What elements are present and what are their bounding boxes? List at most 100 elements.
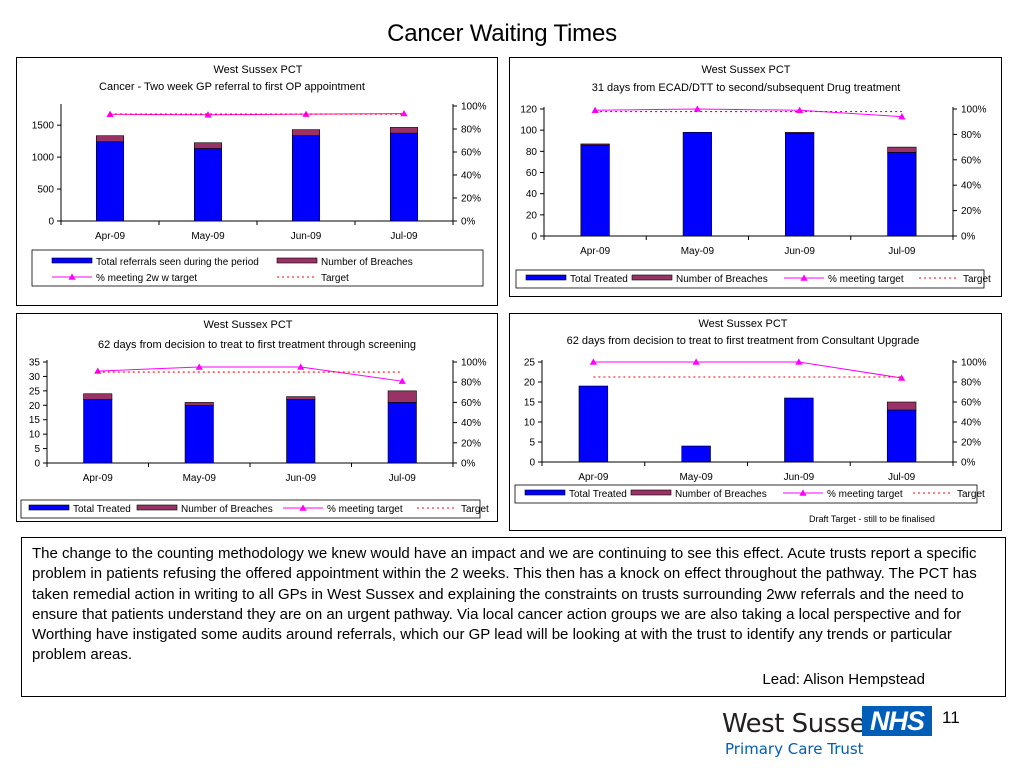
y-tick-label: 0 bbox=[48, 217, 54, 228]
bar-total bbox=[682, 131, 712, 237]
legend-swatch-bar bbox=[136, 504, 178, 511]
org-subtitle: Primary Care Trust bbox=[725, 740, 864, 758]
y2-tick-label: 60% bbox=[461, 398, 481, 409]
percent-marker bbox=[795, 358, 803, 365]
bar-total bbox=[681, 445, 711, 463]
legend-swatch-bar bbox=[525, 274, 567, 281]
percent-marker bbox=[400, 109, 408, 117]
legend-box bbox=[514, 484, 978, 504]
y-tick-label: 80 bbox=[526, 147, 538, 158]
legend-swatch-bar bbox=[51, 257, 93, 264]
chart-svg: West Sussex PCT Cancer - Two week GP refe… bbox=[31, 64, 487, 287]
y-tick-label: 60 bbox=[526, 168, 538, 179]
percent-marker bbox=[692, 358, 700, 365]
y-tick-label: 20 bbox=[526, 210, 538, 221]
x-tick-label: Jun-09 bbox=[285, 473, 316, 484]
bar-breaches bbox=[193, 142, 223, 149]
percent-line bbox=[595, 108, 902, 118]
legend-label: Number of Breaches bbox=[675, 489, 767, 500]
legend-marker bbox=[299, 504, 307, 511]
legend-swatch-bar bbox=[276, 257, 318, 264]
legend-label: Number of Breaches bbox=[676, 274, 768, 285]
legend-marker bbox=[800, 274, 808, 281]
legend-box bbox=[515, 269, 985, 289]
y2-tick-label: 100% bbox=[461, 358, 487, 369]
percent-marker bbox=[195, 363, 203, 370]
y2-tick-label: 40% bbox=[461, 418, 481, 429]
bar-total bbox=[291, 135, 321, 222]
y-tick-label: 10 bbox=[29, 430, 41, 441]
legend-box bbox=[31, 249, 484, 287]
percent-line bbox=[97, 366, 403, 382]
y-tick-label: 25 bbox=[29, 386, 41, 397]
legend-label: % meeting target bbox=[827, 489, 903, 500]
bar-breaches bbox=[785, 131, 815, 134]
percent-line bbox=[593, 361, 902, 379]
chart-subtitle: 31 days from ECAD/DTT to second/subseque… bbox=[592, 82, 901, 94]
x-tick-label: Jun-09 bbox=[291, 231, 322, 242]
x-tick-label: May-09 bbox=[191, 231, 225, 242]
bar-total bbox=[95, 141, 125, 222]
y-tick-label: 500 bbox=[37, 185, 54, 196]
org-name: West Sussex bbox=[722, 709, 880, 739]
bar-total bbox=[184, 404, 214, 464]
chart-title: West Sussex PCT bbox=[203, 319, 292, 331]
y-tick-label: 0 bbox=[34, 459, 40, 470]
bar-total bbox=[193, 148, 223, 222]
page-number: 11 bbox=[942, 708, 960, 727]
y2-tick-label: 100% bbox=[961, 358, 987, 369]
x-tick-label: Jun-09 bbox=[784, 246, 815, 257]
legend-box bbox=[20, 499, 481, 519]
y2-tick-label: 80% bbox=[961, 130, 981, 141]
x-tick-label: Apr-09 bbox=[83, 473, 113, 484]
y2-tick-label: 60% bbox=[961, 398, 981, 409]
y2-tick-label: 20% bbox=[461, 438, 481, 449]
legend-marker bbox=[68, 273, 76, 280]
y2-tick-label: 100% bbox=[461, 102, 487, 113]
legend-label: Total Treated bbox=[73, 504, 131, 515]
chart-panel-31-day-drug: West Sussex PCT 31 days from ECAD/DTT to … bbox=[509, 57, 1002, 297]
nhs-logo: NHS bbox=[862, 706, 932, 736]
y2-tick-label: 0% bbox=[461, 217, 476, 228]
bar-breaches bbox=[886, 401, 917, 411]
percent-marker bbox=[589, 358, 597, 365]
bar-total bbox=[578, 385, 609, 463]
y-tick-label: 20 bbox=[29, 401, 41, 412]
lead-name: Lead: Alison Hempstead bbox=[762, 670, 925, 688]
y2-tick-label: 60% bbox=[461, 148, 481, 159]
draft-target-note: Draft Target - still to be finalised bbox=[809, 514, 935, 524]
legend-swatch-bar bbox=[630, 489, 672, 496]
y2-tick-label: 100% bbox=[961, 105, 987, 116]
x-tick-label: Jul-09 bbox=[390, 231, 418, 242]
y-tick-label: 25 bbox=[524, 358, 536, 369]
chart-title: West Sussex PCT bbox=[698, 318, 787, 330]
y2-tick-label: 0% bbox=[961, 458, 976, 469]
bar-breaches bbox=[887, 146, 917, 153]
x-tick-label: Jul-09 bbox=[888, 472, 916, 483]
y-tick-label: 15 bbox=[524, 398, 536, 409]
y2-tick-label: 40% bbox=[961, 418, 981, 429]
bar-total bbox=[580, 144, 610, 237]
x-tick-label: Jul-09 bbox=[888, 246, 916, 257]
chart-title: West Sussex PCT bbox=[701, 64, 790, 76]
legend-marker bbox=[799, 489, 807, 496]
bar-breaches bbox=[291, 129, 321, 137]
legend-label: Target bbox=[963, 274, 991, 285]
chart-svg: West Sussex PCT 62 days from decision to … bbox=[514, 318, 987, 504]
y-tick-label: 15 bbox=[29, 415, 41, 426]
y-tick-label: 20 bbox=[524, 378, 536, 389]
y-tick-label: 30 bbox=[29, 372, 41, 383]
y2-tick-label: 20% bbox=[961, 438, 981, 449]
y-tick-label: 0 bbox=[529, 458, 535, 469]
x-tick-label: Apr-09 bbox=[95, 231, 125, 242]
chart-panel-62-day-upgrade: West Sussex PCT 62 days from decision to … bbox=[509, 313, 1002, 531]
legend-swatch-bar bbox=[28, 504, 70, 511]
legend-label: Number of Breaches bbox=[181, 504, 273, 515]
y-tick-label: 5 bbox=[529, 438, 535, 449]
y2-tick-label: 40% bbox=[961, 181, 981, 192]
commentary-text: The change to the counting methodology w… bbox=[32, 545, 977, 664]
legend-swatch-bar bbox=[631, 274, 673, 281]
legend-label: Number of Breaches bbox=[321, 257, 413, 268]
chart-subtitle: 62 days from decision to treat to first … bbox=[98, 339, 416, 351]
y2-tick-label: 20% bbox=[461, 194, 481, 205]
